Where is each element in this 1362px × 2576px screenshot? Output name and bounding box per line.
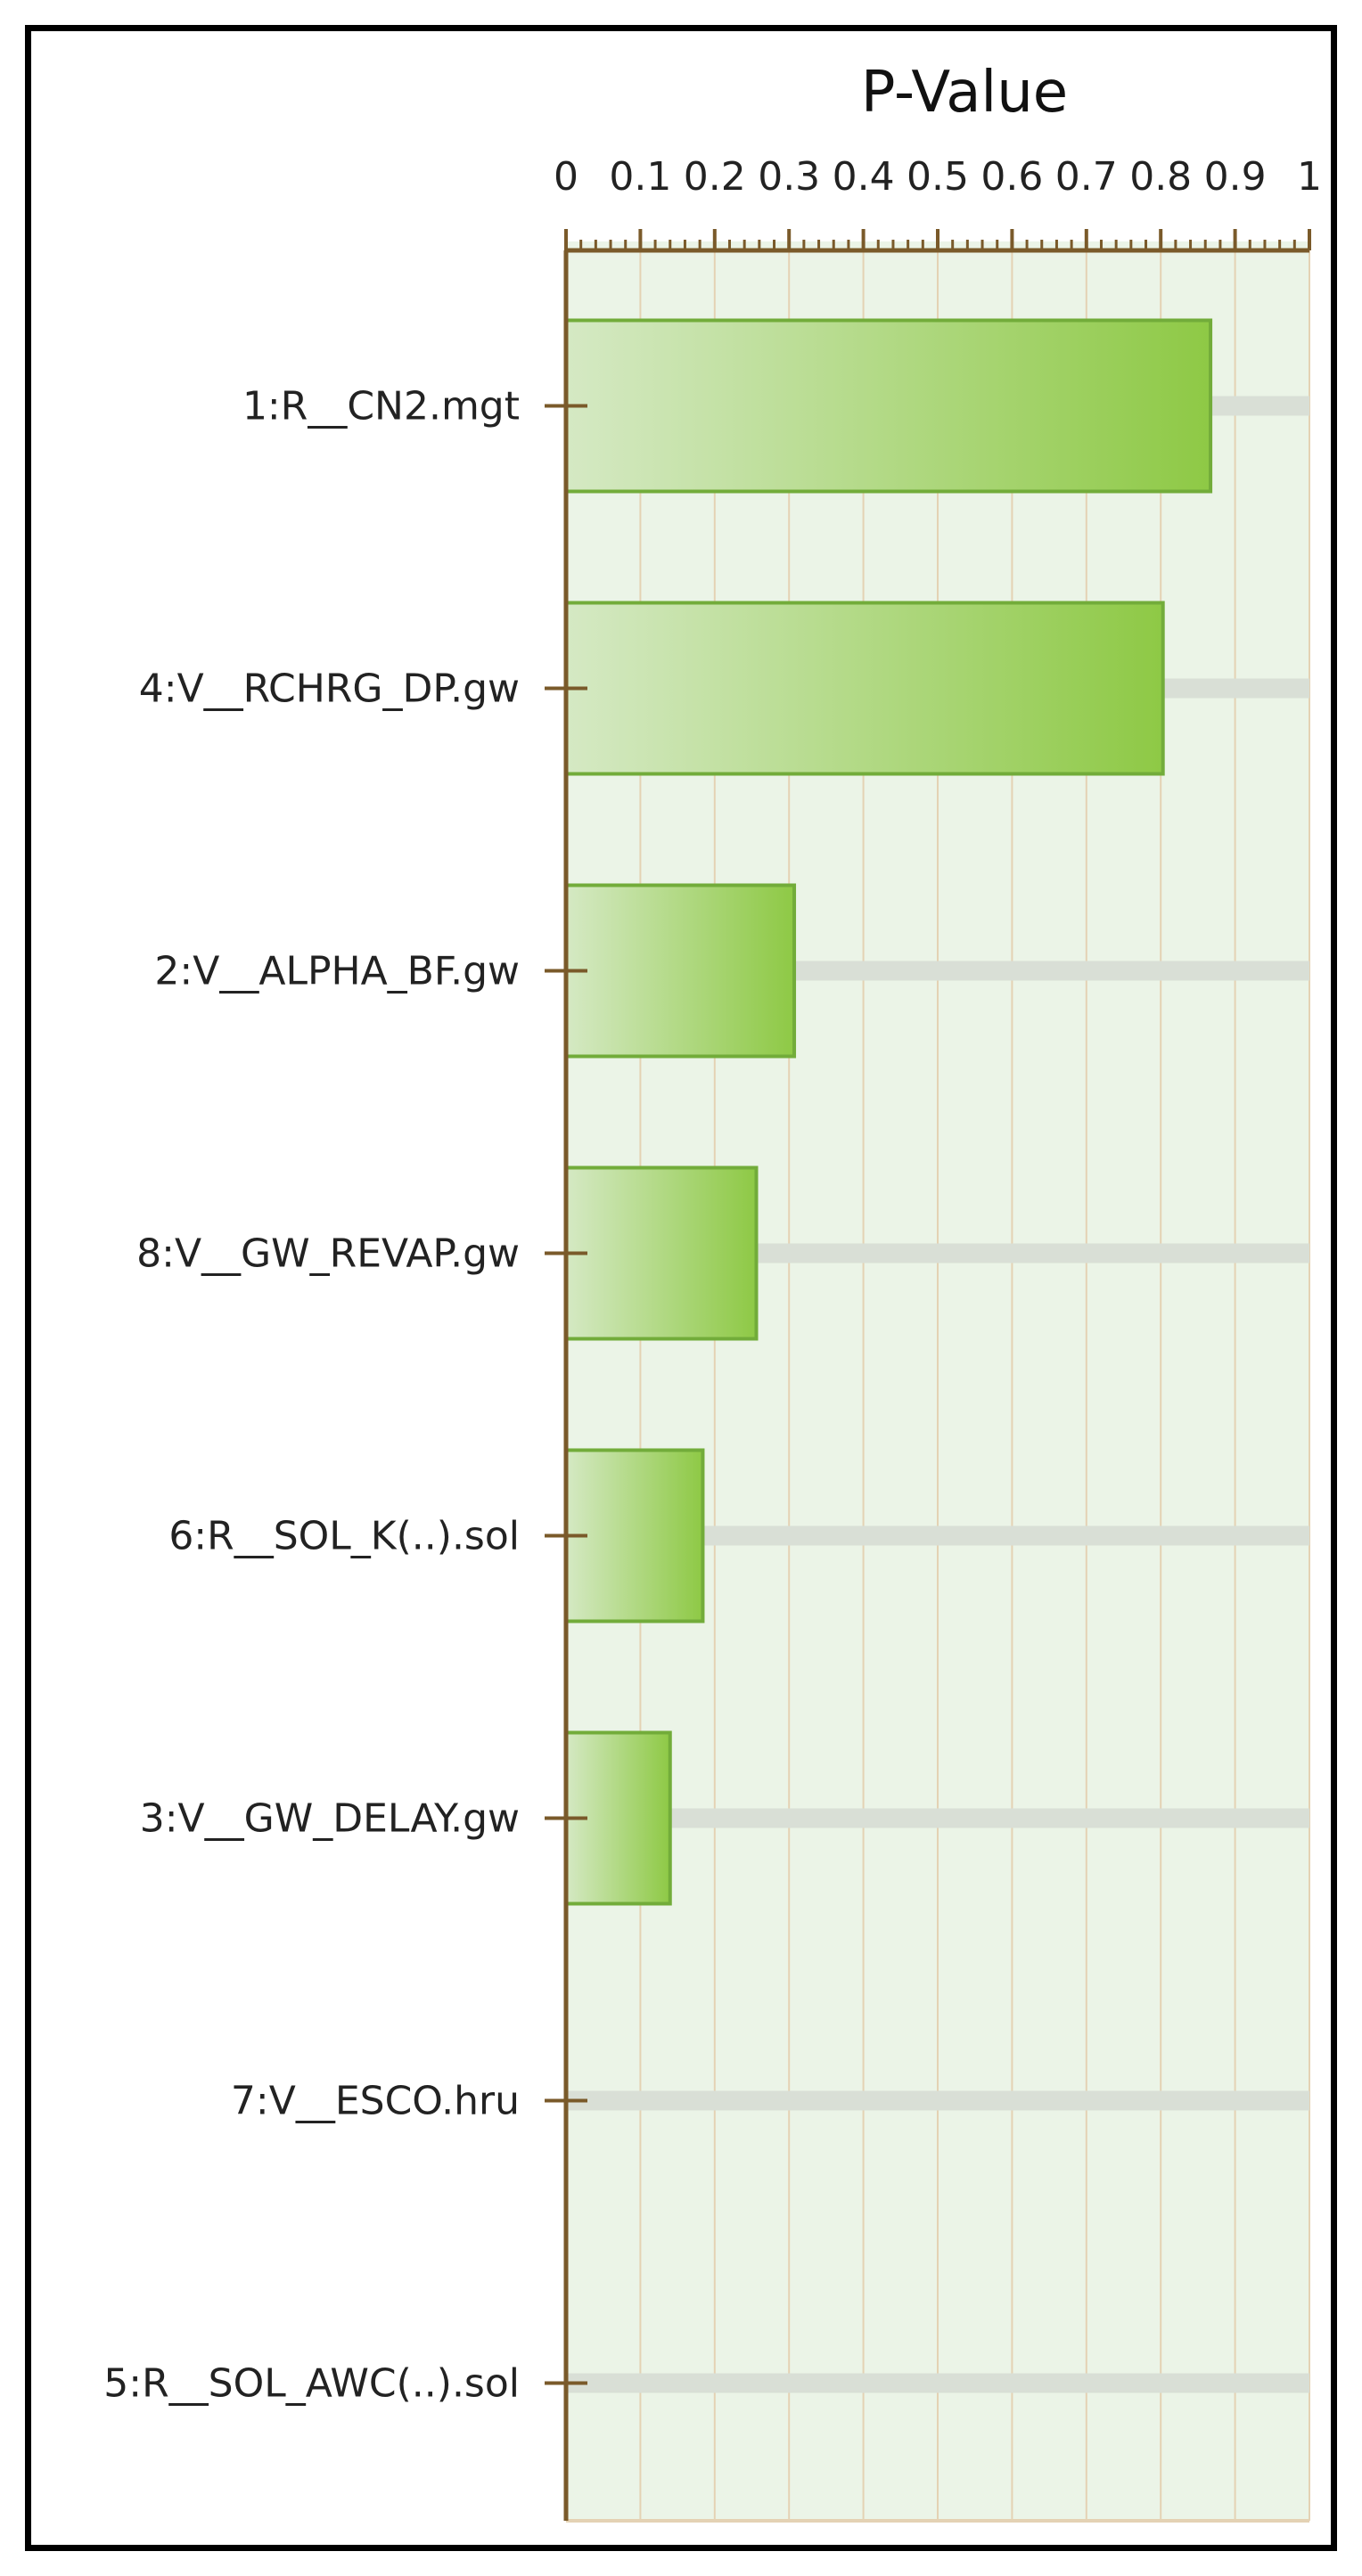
category-label: 3:V__GW_DELAY.gw xyxy=(140,1796,520,1842)
bar xyxy=(564,883,797,1059)
bar xyxy=(564,1448,705,1623)
x-tick-label: 0.7 xyxy=(1055,154,1118,200)
bar xyxy=(564,318,1213,494)
category-label: 5:R__SOL_AWC(..).sol xyxy=(103,2361,520,2407)
bar-track xyxy=(566,1525,1309,1546)
x-tick-label: 0.5 xyxy=(907,154,969,200)
bar-track xyxy=(566,1808,1309,1828)
category-label: 4:V__RCHRG_DP.gw xyxy=(139,666,520,712)
bar xyxy=(564,1165,759,1341)
category-label: 1:R__CN2.mgt xyxy=(242,384,520,429)
x-tick-label: 0.1 xyxy=(609,154,671,200)
x-tick-label: 0.9 xyxy=(1204,154,1267,200)
category-label: 6:R__SOL_K(..).sol xyxy=(168,1514,520,1559)
x-tick-label: 0.6 xyxy=(980,154,1043,200)
x-tick-label: 0.3 xyxy=(758,154,820,200)
x-tick-label: 0.2 xyxy=(684,154,746,200)
x-tick-label: 1 xyxy=(1297,154,1322,200)
bar-track xyxy=(566,2090,1309,2111)
x-tick-label: 0.4 xyxy=(833,154,895,200)
chart-title: P-Value xyxy=(861,60,1068,126)
category-label: 2:V__ALPHA_BF.gw xyxy=(154,949,520,994)
x-tick-label: 0.8 xyxy=(1129,154,1192,200)
category-label: 8:V__GW_REVAP.gw xyxy=(136,1231,520,1277)
bar xyxy=(564,601,1165,776)
category-label: 7:V__ESCO.hru xyxy=(231,2079,520,2124)
bar-track xyxy=(566,2373,1309,2393)
x-tick-label: 0 xyxy=(554,154,578,200)
chart-frame: 1:R__CN2.mgt 4:V__RCHRG_DP.gw 2:V__ALPHA_B… xyxy=(25,25,1337,2551)
p-value-bar-chart: 1:R__CN2.mgt 4:V__RCHRG_DP.gw 2:V__ALPHA_B… xyxy=(103,60,1322,2523)
